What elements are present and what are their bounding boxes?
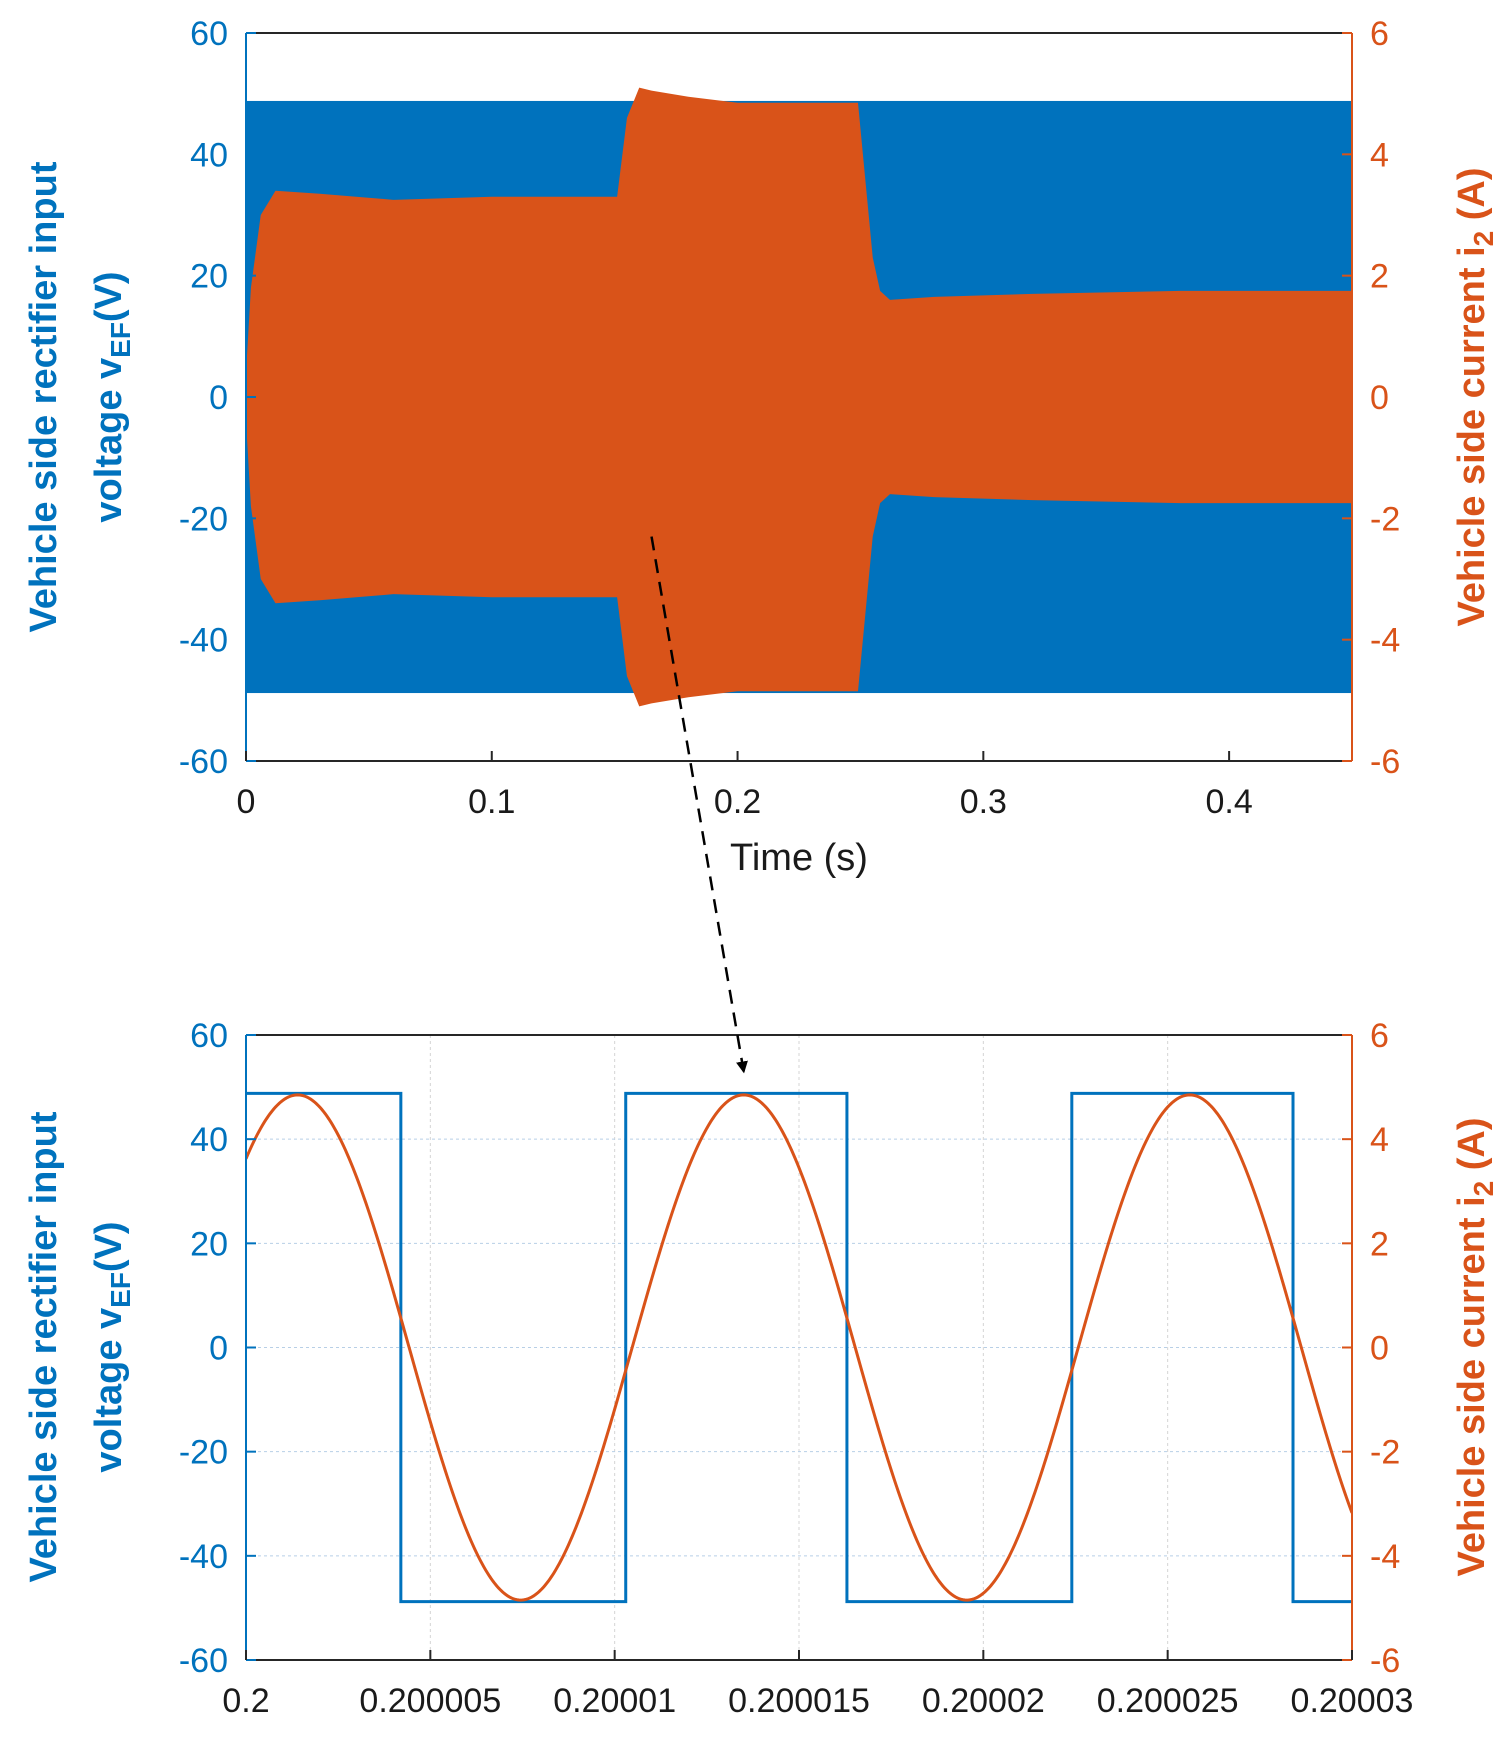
zoom-right-y-label-sub: 2 — [1468, 1181, 1499, 1197]
overview-right-tick-label: 4 — [1370, 136, 1389, 174]
overview-plot-area — [246, 87, 1352, 707]
zoom-x-tick-label: 0.20003 — [1291, 1682, 1414, 1720]
overview-x-tick-label: 0.4 — [1205, 783, 1252, 821]
zoom-left-y-label-line2: voltage vEF(V) — [88, 1221, 136, 1472]
zoom-left-y-label-main: voltage v — [88, 1308, 130, 1473]
overview-left-tick-label: -40 — [179, 622, 228, 660]
zoom-left-tick-label: 60 — [190, 1017, 228, 1055]
zoom-right-y-ticks: -6 -4 -2 0 2 4 6 — [1342, 1017, 1400, 1680]
current-sine-wave-line — [246, 1093, 1352, 1602]
zoom-right-y-label-main: Vehicle side current i — [1451, 1196, 1493, 1576]
zoom-left-tick-label: 0 — [209, 1330, 228, 1368]
overview-x-axis-label: Time (s) — [730, 837, 868, 879]
overview-right-tick-label: -4 — [1370, 622, 1400, 660]
zoom-right-tick-label: -2 — [1370, 1434, 1400, 1472]
overview-right-tick-label: -2 — [1370, 500, 1400, 538]
overview-left-tick-label: 0 — [209, 379, 228, 417]
overview-left-y-label-tail: (V) — [88, 271, 130, 322]
zoom-left-y-label-line1: Vehicle side rectifier input — [23, 1111, 65, 1582]
overview-right-tick-label: 2 — [1370, 258, 1389, 296]
zoom-x-ticks: 0.2 0.200005 0.20001 0.200015 0.20002 0.20002… — [222, 1650, 1413, 1720]
overview-right-y-label-main: Vehicle side current i — [1451, 246, 1493, 626]
zoom-left-y-label-tail: (V) — [88, 1221, 130, 1272]
overview-x-ticks: 0 0.1 0.2 0.3 0.4 — [237, 751, 1253, 821]
overview-x-tick-label: 0.2 — [714, 783, 761, 821]
zoom-x-tick-label: 0.200025 — [1097, 1682, 1239, 1720]
overview-x-tick-label: 0.3 — [960, 783, 1007, 821]
overview-right-tick-label: -6 — [1370, 743, 1400, 781]
zoom-x-tick-label: 0.2 — [222, 1682, 269, 1720]
overview-right-y-label-tail: (A) — [1451, 167, 1493, 230]
zoom-grid — [245, 1034, 1353, 1661]
overview-left-tick-label: -60 — [179, 743, 228, 781]
zoom-right-y-label: Vehicle side current i2 (A) — [1451, 1117, 1499, 1576]
overview-left-tick-label: -20 — [179, 500, 228, 538]
current-envelope-band — [246, 87, 1352, 707]
zoom-left-tick-label: -20 — [179, 1434, 228, 1472]
zoom-plot-area — [246, 1091, 1352, 1604]
zoom-x-tick-label: 0.200015 — [728, 1682, 870, 1720]
zoom-left-tick-label: -40 — [179, 1538, 228, 1576]
zoom-left-tick-label: 40 — [190, 1121, 228, 1159]
zoom-right-tick-label: 2 — [1370, 1225, 1389, 1263]
zoom-x-tick-label: 0.20001 — [553, 1682, 676, 1720]
overview-left-y-label-sub: EF — [105, 322, 136, 358]
overview-right-y-label-sub: 2 — [1468, 231, 1499, 247]
overview-left-y-label-line2: voltage vEF(V) — [88, 271, 136, 522]
overview-right-y-label: Vehicle side current i2 (A) — [1451, 167, 1499, 626]
zoom-left-y-ticks: -60 -40 -20 0 20 40 60 — [179, 1017, 256, 1680]
zoom-left-y-label-sub: EF — [105, 1272, 136, 1308]
zoom-x-tick-label: 0.200005 — [359, 1682, 501, 1720]
overview-right-tick-label: 6 — [1370, 15, 1389, 53]
zoom-right-tick-label: 6 — [1370, 1017, 1389, 1055]
overview-x-tick-label: 0.1 — [468, 783, 515, 821]
overview-right-tick-label: 0 — [1370, 379, 1389, 417]
zoom-right-tick-label: 0 — [1370, 1330, 1389, 1368]
overview-left-y-ticks: -60 -40 -20 0 20 40 60 — [179, 15, 256, 781]
zoom-left-tick-label: -60 — [179, 1642, 228, 1680]
zoom-right-tick-label: 4 — [1370, 1121, 1389, 1159]
overview-left-tick-label: 40 — [190, 136, 228, 174]
zoom-right-y-label-tail: (A) — [1451, 1117, 1493, 1180]
overview-right-y-ticks: -6 -4 -2 0 2 4 6 — [1342, 15, 1400, 781]
zoom-left-tick-label: 20 — [190, 1225, 228, 1263]
overview-x-tick-label: 0 — [237, 783, 256, 821]
overview-left-y-label-main: voltage v — [88, 358, 130, 523]
zoom-right-tick-label: -4 — [1370, 1538, 1400, 1576]
voltage-square-wave-line — [246, 1091, 1352, 1604]
overview-left-y-label-line1: Vehicle side rectifier input — [23, 161, 65, 632]
overview-left-tick-label: 20 — [190, 258, 228, 296]
zoom-x-tick-label: 0.20002 — [922, 1682, 1045, 1720]
overview-left-tick-label: 60 — [190, 15, 228, 53]
zoom-right-tick-label: -6 — [1370, 1642, 1400, 1680]
